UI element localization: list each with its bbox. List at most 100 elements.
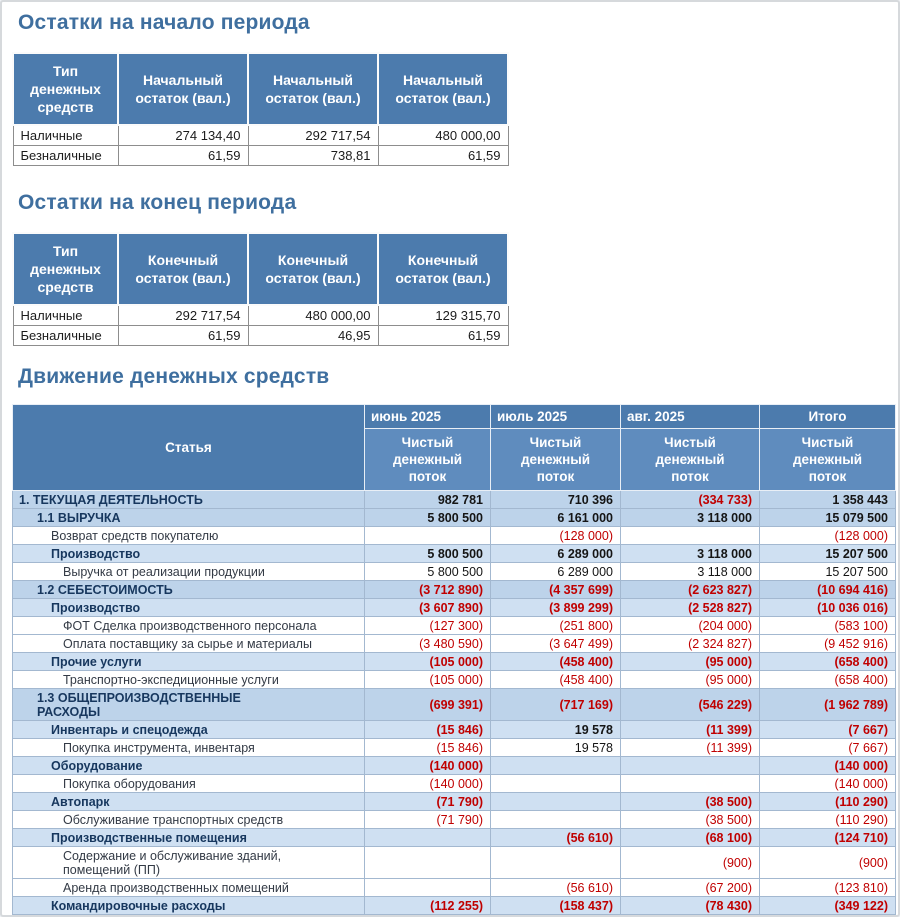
value-cell-aug: (78 430) — [620, 896, 760, 915]
cashflow-subheader-june: Чистый денежный поток — [364, 428, 491, 491]
value-cell: 274 134,40 — [117, 124, 249, 146]
cashflow-row: Автопарк (71 790) (38 500) (110 290) — [12, 792, 896, 811]
article-label: Прочие услуги — [51, 655, 142, 669]
value-cell: 129 315,70 — [377, 304, 509, 326]
value-cell-june: (699 391) — [364, 688, 491, 721]
value-cell-july: (56 610) — [490, 878, 621, 897]
value-cell-july: 19 578 — [490, 738, 621, 757]
value-cell-july — [490, 792, 621, 811]
value-cell-total: (583 100) — [759, 616, 896, 635]
article-label: 1. ТЕКУЩАЯ ДЕЯТЕЛЬНОСТЬ — [19, 493, 203, 507]
closing-header-type: Тип денежных средств — [12, 232, 119, 306]
article-label: 1.1 ВЫРУЧКА — [37, 511, 121, 525]
article-label: Возврат средств покупателю — [51, 529, 219, 543]
table-row: Безналичные 61,59 738,81 61,59 — [12, 145, 509, 166]
article-label: Аренда производственных помещений — [63, 881, 289, 895]
value-cell-total: (110 290) — [759, 810, 896, 829]
value-cell-june — [364, 526, 491, 545]
cashflow-row: 1.1 ВЫРУЧКА 5 800 500 6 161 000 3 118 00… — [12, 508, 896, 527]
value-cell-total: 15 207 500 — [759, 544, 896, 563]
value-cell-july: (458 400) — [490, 652, 621, 671]
cashflow-row: Производственные помещения (56 610) (68 … — [12, 828, 896, 847]
cashflow-title: Движение денежных средств — [18, 365, 330, 388]
cashflow-subheader-total: Чистый денежный поток — [759, 428, 896, 491]
value-cell: 61,59 — [117, 145, 249, 166]
table-row: Наличные 292 717,54 480 000,00 129 315,7… — [12, 304, 509, 326]
article-label: 1.3 ОБЩЕПРОИЗВОДСТВЕННЫЕ РАСХОДЫ — [37, 691, 241, 719]
article-label: 1.2 СЕБЕСТОИМОСТЬ — [37, 583, 173, 597]
value-cell-aug: (2 324 827) — [620, 634, 760, 653]
value-cell-july: 6 289 000 — [490, 562, 621, 581]
value-cell-total: 15 079 500 — [759, 508, 896, 527]
article-cell: Оборудование — [12, 756, 365, 775]
article-cell: Производство — [12, 544, 365, 563]
value-cell-june: (15 846) — [364, 720, 491, 739]
value-cell-total: 15 207 500 — [759, 562, 896, 581]
value-cell: 480 000,00 — [247, 304, 379, 326]
cashflow-header-july: июль 2025 — [490, 404, 621, 429]
value-cell-total: (7 667) — [759, 738, 896, 757]
row-label: Безналичные — [12, 325, 119, 346]
value-cell-total: (10 694 416) — [759, 580, 896, 599]
article-cell: Оплата поставщику за сырье и материалы — [12, 634, 365, 653]
cashflow-row: Транспортно-экспедиционные услуги (105 0… — [12, 670, 896, 689]
value-cell: 738,81 — [247, 145, 379, 166]
cashflow-row: Оборудование (140 000) (140 000) — [12, 756, 896, 775]
article-cell: Выручка от реализации продукции — [12, 562, 365, 581]
cashflow-row: Обслуживание транспортных средств (71 79… — [12, 810, 896, 829]
article-cell: 1.2 СЕБЕСТОИМОСТЬ — [12, 580, 365, 599]
opening-header-balance-2: Начальный остаток (вал.) — [247, 52, 379, 126]
value-cell-aug: (11 399) — [620, 738, 760, 757]
article-cell: Инвентарь и спецодежда — [12, 720, 365, 739]
value-cell-total: (349 122) — [759, 896, 896, 915]
value-cell-july: (128 000) — [490, 526, 621, 545]
cashflow-row: ГСМ (49 655) (70 937) (58 430) (179 022) — [12, 914, 896, 915]
value-cell-july — [490, 774, 621, 793]
value-cell-total: (900) — [759, 846, 896, 879]
cashflow-row: Командировочные расходы (112 255) (158 4… — [12, 896, 896, 915]
value-cell-total: (124 710) — [759, 828, 896, 847]
value-cell-aug: (11 399) — [620, 720, 760, 739]
cashflow-row: 1.2 СЕБЕСТОИМОСТЬ (3 712 890) (4 357 699… — [12, 580, 896, 599]
article-cell: Прочие услуги — [12, 652, 365, 671]
article-cell: Покупка инструмента, инвентаря — [12, 738, 365, 757]
article-label: Производство — [51, 601, 141, 615]
value-cell: 480 000,00 — [377, 124, 509, 146]
value-cell-aug: (38 500) — [620, 792, 760, 811]
value-cell-aug: (546 229) — [620, 688, 760, 721]
value-cell-june: 5 800 500 — [364, 562, 491, 581]
article-label: Содержание и обслуживание зданий, помеще… — [63, 849, 282, 877]
value-cell-june: 5 800 500 — [364, 544, 491, 563]
cashflow-row: 1. ТЕКУЩАЯ ДЕЯТЕЛЬНОСТЬ 982 781 710 396 … — [12, 490, 896, 509]
value-cell-aug: 3 118 000 — [620, 508, 760, 527]
value-cell-total: (123 810) — [759, 878, 896, 897]
article-label: Обслуживание транспортных средств — [63, 813, 284, 827]
opening-header-balance-3: Начальный остаток (вал.) — [377, 52, 509, 126]
cashflow-row: Производство 5 800 500 6 289 000 3 118 0… — [12, 544, 896, 563]
closing-header-balance-3: Конечный остаток (вал.) — [377, 232, 509, 306]
value-cell-aug: (334 733) — [620, 490, 760, 509]
cashflow-header-article: Статья — [12, 404, 365, 491]
opening-header-balance-1: Начальный остаток (вал.) — [117, 52, 249, 126]
value-cell-aug: (2 528 827) — [620, 598, 760, 617]
value-cell-july: 710 396 — [490, 490, 621, 509]
value-cell-total: (140 000) — [759, 774, 896, 793]
value-cell-june — [364, 828, 491, 847]
article-cell: 1. ТЕКУЩАЯ ДЕЯТЕЛЬНОСТЬ — [12, 490, 365, 509]
cashflow-subheader-row: Чистый денежный поток Чистый денежный по… — [13, 428, 896, 491]
value-cell-total: (128 000) — [759, 526, 896, 545]
article-label: Покупка инструмента, инвентаря — [63, 741, 255, 755]
value-cell-total: (658 400) — [759, 670, 896, 689]
article-cell: Обслуживание транспортных средств — [12, 810, 365, 829]
row-label: Безналичные — [12, 145, 119, 166]
article-cell: Аренда производственных помещений — [12, 878, 365, 897]
value-cell-aug: (204 000) — [620, 616, 760, 635]
cashflow-table: Статья июнь 2025 июль 2025 авг. 2025 Ито… — [12, 404, 896, 915]
value-cell-june — [364, 878, 491, 897]
cashflow-row: Производство (3 607 890) (3 899 299) (2 … — [12, 598, 896, 617]
cashflow-period-header-row: Статья июнь 2025 июль 2025 авг. 2025 Ито… — [12, 404, 896, 491]
article-label: Транспортно-экспедиционные услуги — [63, 673, 279, 687]
value-cell-june: (127 300) — [364, 616, 491, 635]
value-cell: 61,59 — [377, 325, 509, 346]
